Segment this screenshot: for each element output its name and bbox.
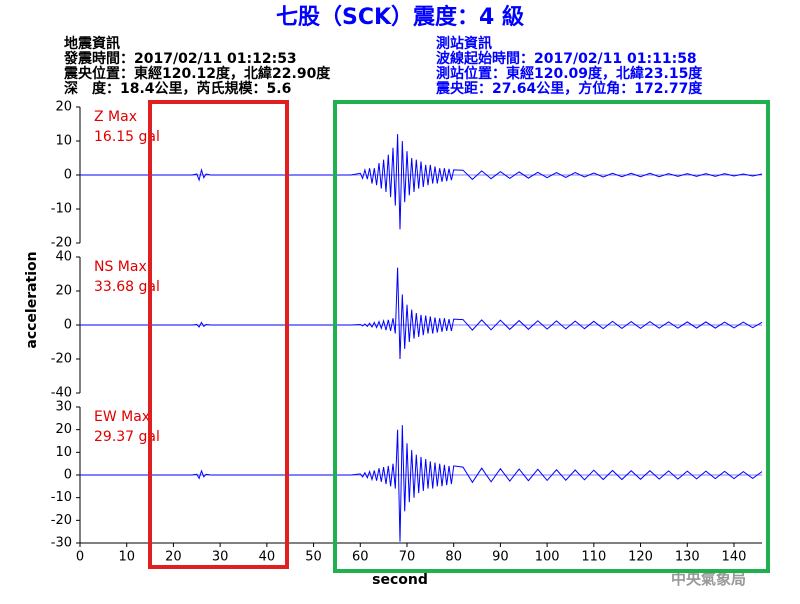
max-label: 29.37 gal (94, 429, 160, 445)
x-tick-label: 60 (352, 550, 369, 565)
x-tick-label: 0 (76, 550, 84, 565)
y-tick-label: 30 (55, 400, 72, 415)
y-tick-label: -30 (51, 536, 72, 551)
y-tick-label: 40 (55, 250, 72, 265)
info-right: 測站資訊 (436, 35, 492, 52)
panel-label: Z Max (94, 109, 137, 125)
y-tick-label: -10 (51, 490, 72, 505)
y-tick-label: -10 (51, 202, 72, 217)
x-tick-label: 10 (118, 550, 135, 565)
x-tick-label: 140 (722, 550, 747, 565)
x-tick-label: 100 (535, 550, 560, 565)
y-tick-label: -20 (51, 236, 72, 251)
x-tick-label: 40 (259, 550, 276, 565)
y-tick-label: 20 (55, 422, 72, 437)
footer: 中央氣象局 (671, 570, 746, 588)
x-axis-label: second (372, 572, 428, 588)
info-left: 深 度：18.4公里，芮氏規模：5.6 (64, 80, 291, 97)
x-tick-label: 70 (399, 550, 416, 565)
info-right: 測站位置：東經120.09度，北緯23.15度 (436, 65, 703, 82)
highlight-box (333, 100, 770, 573)
x-tick-label: 80 (445, 550, 462, 565)
y-tick-label: 0 (64, 318, 72, 333)
x-tick-label: 90 (492, 550, 509, 565)
trace (80, 134, 763, 230)
x-tick-label: 20 (165, 550, 182, 565)
y-tick-label: 10 (55, 445, 72, 460)
y-axis-label: acceleration (24, 251, 40, 348)
y-tick-label: -40 (51, 386, 72, 401)
y-tick-label: 0 (64, 168, 72, 183)
info-left: 震央位置：東經120.12度，北緯22.90度 (63, 65, 331, 82)
x-tick-label: 30 (212, 550, 229, 565)
x-tick-label: 130 (675, 550, 700, 565)
y-tick-label: 20 (55, 100, 72, 115)
y-tick-label: 10 (55, 134, 72, 149)
y-tick-label: 0 (64, 468, 72, 483)
trace (80, 425, 763, 542)
info-left: 地震資訊 (64, 35, 120, 52)
x-tick-label: 50 (305, 550, 322, 565)
highlight-box (148, 100, 289, 569)
panel-label: NS Max (94, 259, 147, 275)
max-label: 16.15 gal (94, 129, 160, 145)
y-tick-label: -20 (51, 513, 72, 528)
info-right: 震央距：27.64公里，方位角：172.77度 (435, 80, 703, 97)
panel-label: EW Max (94, 409, 150, 425)
chart-title: 七股（SCK）震度：4 級 (276, 4, 524, 30)
y-tick-label: 20 (55, 284, 72, 299)
y-tick-label: -20 (51, 352, 72, 367)
x-tick-label: 120 (628, 550, 653, 565)
max-label: 33.68 gal (94, 279, 160, 295)
trace (80, 267, 763, 360)
x-tick-label: 110 (581, 550, 606, 565)
info-right: 波線起始時間：2017/02/11 01:11:58 (436, 50, 697, 67)
info-left: 發震時間：2017/02/11 01:12:53 (63, 50, 297, 67)
